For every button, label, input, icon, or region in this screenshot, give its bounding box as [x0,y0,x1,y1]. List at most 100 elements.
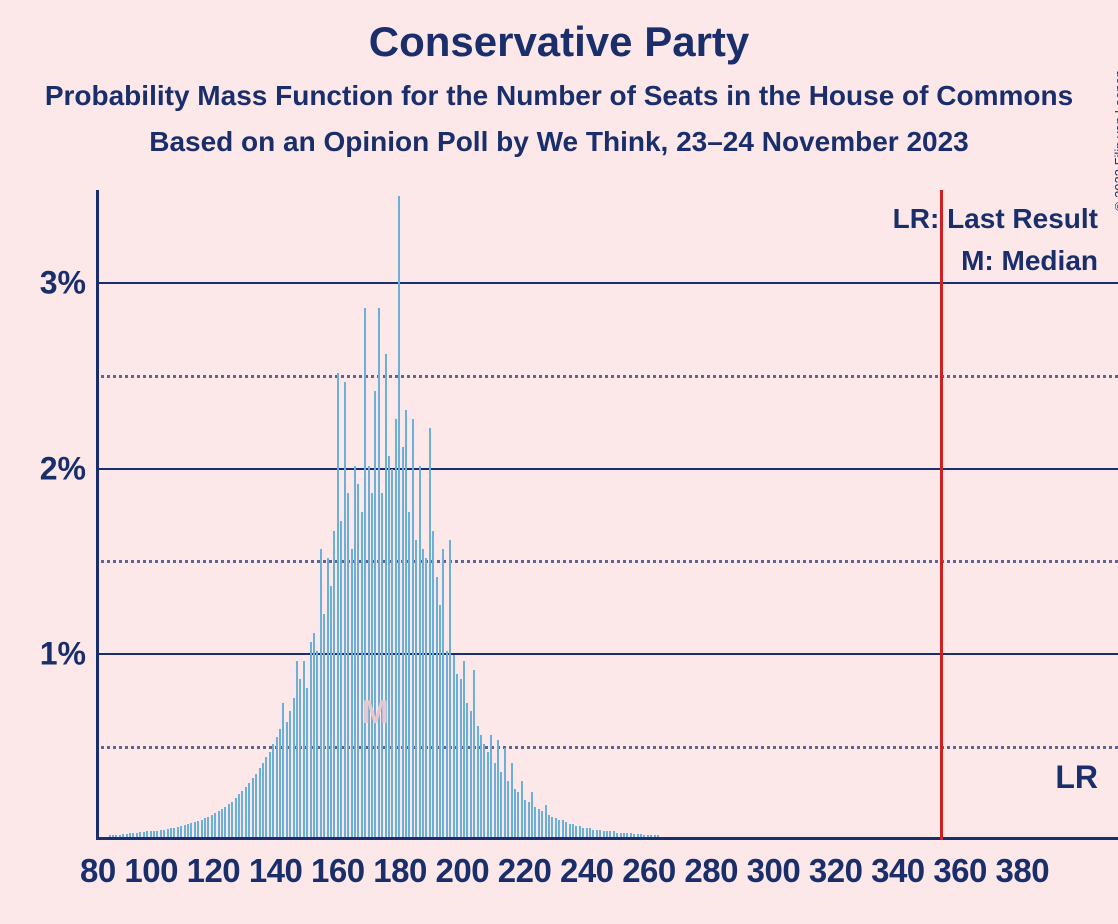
pmf-bar [293,698,295,837]
pmf-bar [187,824,189,837]
pmf-bar [282,703,284,837]
pmf-bar [446,651,448,837]
last-result-line [940,190,943,840]
pmf-bar [586,828,588,837]
pmf-bar [109,835,111,837]
pmf-bar [241,791,243,837]
median-label: M [362,694,389,731]
pmf-bar [197,821,199,837]
pmf-bar [630,833,632,837]
pmf-bar [276,737,278,837]
pmf-bar [470,711,472,837]
pmf-bar [224,807,226,837]
pmf-bar [565,822,567,837]
pmf-bar [299,679,301,837]
lr-label: LR [1055,759,1098,796]
pmf-bar [132,833,134,837]
pmf-bar [303,661,305,837]
pmf-bar [347,493,349,837]
pmf-bar [436,577,438,837]
pmf-bar [575,826,577,837]
pmf-bar [313,633,315,837]
pmf-bar [269,752,271,837]
pmf-bar [555,818,557,837]
pmf-bar [517,792,519,837]
pmf-bar [657,835,659,837]
pmf-bar [643,835,645,837]
pmf-bar [460,679,462,837]
pmf-bar [262,763,264,837]
pmf-bar [650,835,652,837]
pmf-bar [456,674,458,837]
pmf-bar [327,558,329,837]
pmf-bar [398,196,400,837]
pmf-bar [609,831,611,837]
pmf-bar [647,835,649,837]
pmf-bar [289,711,291,837]
pmf-bar [487,752,489,837]
pmf-bar [613,831,615,837]
pmf-bar [235,798,237,837]
pmf-bar [184,825,186,837]
pmf-bar [531,792,533,837]
pmf-bar [173,828,175,837]
pmf-bar [637,834,639,837]
pmf-bar [340,521,342,837]
chart-subtitle-2: Based on an Opinion Poll by We Think, 23… [0,126,1118,158]
pmf-bar [170,828,172,837]
pmf-bar [119,835,121,837]
pmf-bar [316,651,318,837]
chart-title: Conservative Party [0,0,1118,66]
pmf-bar [425,558,427,837]
pmf-bar [528,802,530,837]
pmf-bar [395,419,397,837]
pmf-bar [323,614,325,837]
pmf-bar [265,757,267,837]
pmf-bar [371,493,373,837]
pmf-bar [589,828,591,837]
pmf-bar [333,531,335,837]
pmf-bar [286,722,288,837]
pmf-bar [146,831,148,837]
pmf-bar [521,781,523,837]
pmf-bar [204,818,206,837]
pmf-bar [306,688,308,837]
grid-major [96,653,1118,655]
x-axis-labels: 80 100 120 140 160 180 200 220 240 260 2… [80,852,1118,890]
pmf-bar [201,820,203,837]
grid-minor [96,375,1118,378]
pmf-bar [368,466,370,837]
grid-major [96,282,1118,284]
pmf-bar [139,832,141,837]
legend: LR: Last Result M: Median [893,198,1098,282]
pmf-bar [620,833,622,837]
pmf-bar [112,835,114,837]
pmf-bar [514,789,516,837]
pmf-bar [167,829,169,837]
pmf-bar [361,512,363,837]
pmf-bar [337,373,339,837]
pmf-bar [504,748,506,837]
y-axis [96,190,99,840]
pmf-bar [177,827,179,837]
pmf-bar [422,549,424,837]
pmf-bar [606,831,608,837]
pmf-bar [231,802,233,837]
pmf-bar [596,830,598,837]
pmf-bar [408,512,410,837]
legend-lr: LR: Last Result [893,198,1098,240]
pmf-bar [122,834,124,837]
pmf-bar [156,831,158,838]
pmf-bar [442,549,444,837]
pmf-bar [538,809,540,837]
pmf-bar [218,811,220,837]
pmf-bar [616,833,618,837]
chart-plot-area: LR: Last Result M: Median LR M [96,190,1118,840]
pmf-bar [391,469,393,837]
pmf-bar [626,833,628,837]
pmf-bar [136,833,138,837]
pmf-bar [194,822,196,837]
pmf-bar [163,830,165,837]
pmf-bar [238,794,240,837]
pmf-bar [558,820,560,837]
